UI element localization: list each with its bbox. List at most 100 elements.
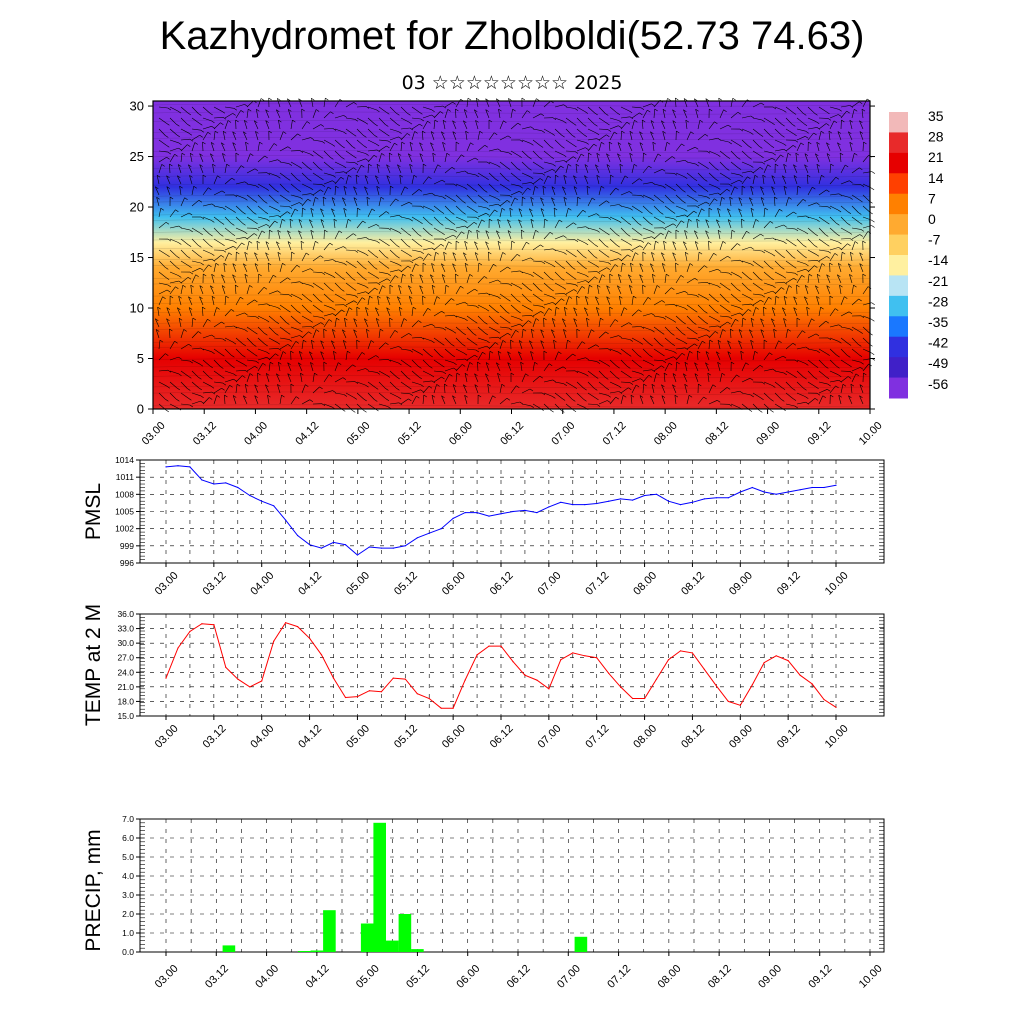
wind-barb-flag [748, 277, 752, 281]
wind-barb [763, 392, 771, 400]
y-tick-label: 0 [137, 402, 144, 417]
y-tick-label: 7.0 [122, 814, 134, 824]
wind-barb-flag [521, 229, 525, 233]
wind-barb [287, 230, 292, 240]
wind-barb [235, 312, 245, 317]
wind-barb [510, 315, 520, 320]
x-tick-label: 07.12 [601, 420, 629, 448]
wind-barb [719, 315, 730, 318]
x-tick-label: 04.12 [296, 570, 324, 598]
pmsl-point [548, 506, 550, 508]
wind-barb [862, 98, 868, 108]
wind-barb [378, 211, 387, 218]
pmsl-point [536, 511, 538, 514]
wind-barb-flag [727, 124, 732, 128]
wind-barb [345, 233, 354, 240]
wind-barb-flag [256, 240, 261, 244]
wind-barb [367, 296, 370, 306]
wind-barb-flag [782, 275, 787, 279]
wind-barb [554, 139, 562, 147]
temp-point [691, 652, 694, 654]
wind-barb [741, 282, 749, 290]
wind-barb-flag [396, 113, 400, 116]
wind-barb [455, 301, 465, 306]
wind-barb [191, 238, 199, 246]
wind-barb-flag [541, 130, 545, 133]
wind-barb-flag [561, 278, 565, 281]
wind-barb-flag [573, 318, 577, 321]
wind-barb [639, 131, 644, 141]
wind-barb [631, 120, 635, 130]
wind-barb-flag [759, 167, 764, 170]
wind-barb [411, 106, 420, 113]
wind-barb [488, 351, 491, 361]
wind-barb-flag [704, 321, 708, 325]
wind-barb-flag [694, 331, 698, 335]
wind-barb [750, 186, 754, 196]
wind-barb-flag [847, 243, 851, 246]
wind-barb-flag [397, 396, 402, 400]
wind-barb [290, 183, 299, 191]
wind-barb [188, 296, 193, 306]
colorbar-label: -28 [928, 293, 948, 309]
wind-barb [664, 142, 668, 152]
wind-barb [268, 304, 278, 308]
wind-barb-flag [442, 105, 447, 109]
wind-barb-flag [469, 362, 473, 365]
wind-barb-flag [174, 154, 178, 157]
wind-barb-flag [229, 385, 233, 388]
wind-barb-flag [697, 350, 701, 354]
wind-barb-flag [419, 285, 423, 288]
wind-barb-flag [407, 377, 411, 380]
wind-barb-flag [534, 361, 538, 365]
wind-barb-flag [814, 245, 818, 248]
wind-barb-flag [398, 131, 402, 134]
wind-barb [750, 318, 754, 328]
contour-line [152, 213, 871, 217]
wind-barb [455, 183, 465, 188]
wind-barb [785, 227, 796, 230]
wind-barb-flag [386, 243, 390, 247]
wind-barb [708, 339, 711, 350]
wind-barb [620, 216, 629, 223]
wind-barb [433, 243, 442, 251]
wind-barb-flag [414, 131, 418, 134]
temp-point [273, 640, 275, 642]
pmsl-panel: 03.00 03.12 04.00 04.12 05.00 05.12 06.00 06.12… [82, 455, 885, 598]
wind-barb-flag [441, 311, 445, 314]
wind-barb [650, 131, 655, 141]
pmsl-point [309, 544, 311, 546]
wind-barb-flag [714, 121, 718, 125]
wind-barb [180, 128, 190, 134]
wind-barb-flag [331, 144, 336, 147]
wind-barb-flag [749, 377, 754, 381]
wind-barb [312, 271, 323, 273]
wind-barb-flag [572, 353, 576, 357]
wind-barb-flag [473, 222, 478, 225]
wind-barb [298, 98, 303, 108]
wind-barb-flag [739, 312, 743, 316]
wind-barb [191, 392, 201, 397]
wind-barb [730, 271, 740, 277]
wind-barb-flag [661, 300, 665, 303]
wind-barb-flag [187, 144, 191, 147]
wind-barb [378, 392, 387, 400]
wind-barb [631, 164, 635, 174]
wind-barb-flag [519, 270, 524, 274]
wind-barb-flag [320, 340, 324, 343]
wind-barb-flag [552, 117, 557, 120]
wind-barb-flag [495, 322, 499, 325]
wind-barb-flag [805, 285, 809, 288]
wind-barb-flag [244, 198, 248, 201]
wind-barb [169, 341, 175, 350]
wind-barb [312, 304, 321, 311]
wind-barb [609, 335, 619, 339]
wind-barb-flag [265, 188, 269, 191]
wind-barb [849, 120, 853, 130]
y-tick-label: 6.0 [122, 833, 134, 843]
wind-barb [466, 98, 469, 108]
wind-barb-flag [673, 173, 678, 176]
wind-barb-flag [606, 232, 610, 236]
wind-barb-flag [332, 313, 336, 316]
contour-line [152, 219, 871, 222]
